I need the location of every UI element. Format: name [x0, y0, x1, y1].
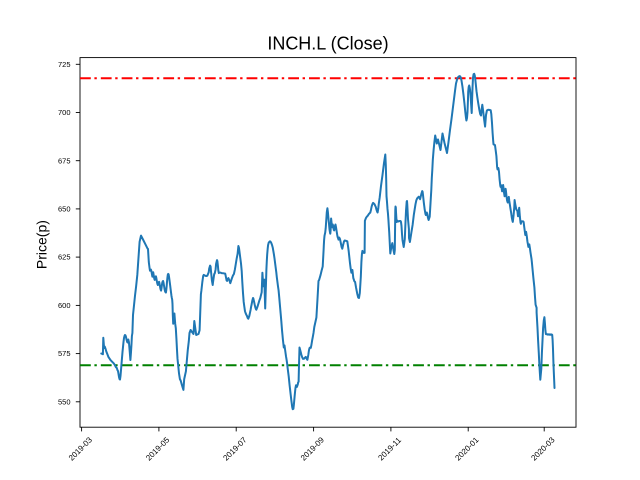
svg-text:675: 675 [58, 156, 71, 165]
svg-text:Price(p): Price(p) [33, 220, 49, 269]
svg-text:625: 625 [58, 253, 71, 262]
svg-text:725: 725 [58, 60, 71, 69]
svg-text:600: 600 [58, 301, 71, 310]
svg-text:650: 650 [58, 205, 71, 214]
svg-text:575: 575 [58, 349, 71, 358]
svg-text:INCH.L (Close): INCH.L (Close) [267, 34, 388, 54]
svg-text:550: 550 [58, 397, 71, 406]
svg-text:700: 700 [58, 108, 71, 117]
